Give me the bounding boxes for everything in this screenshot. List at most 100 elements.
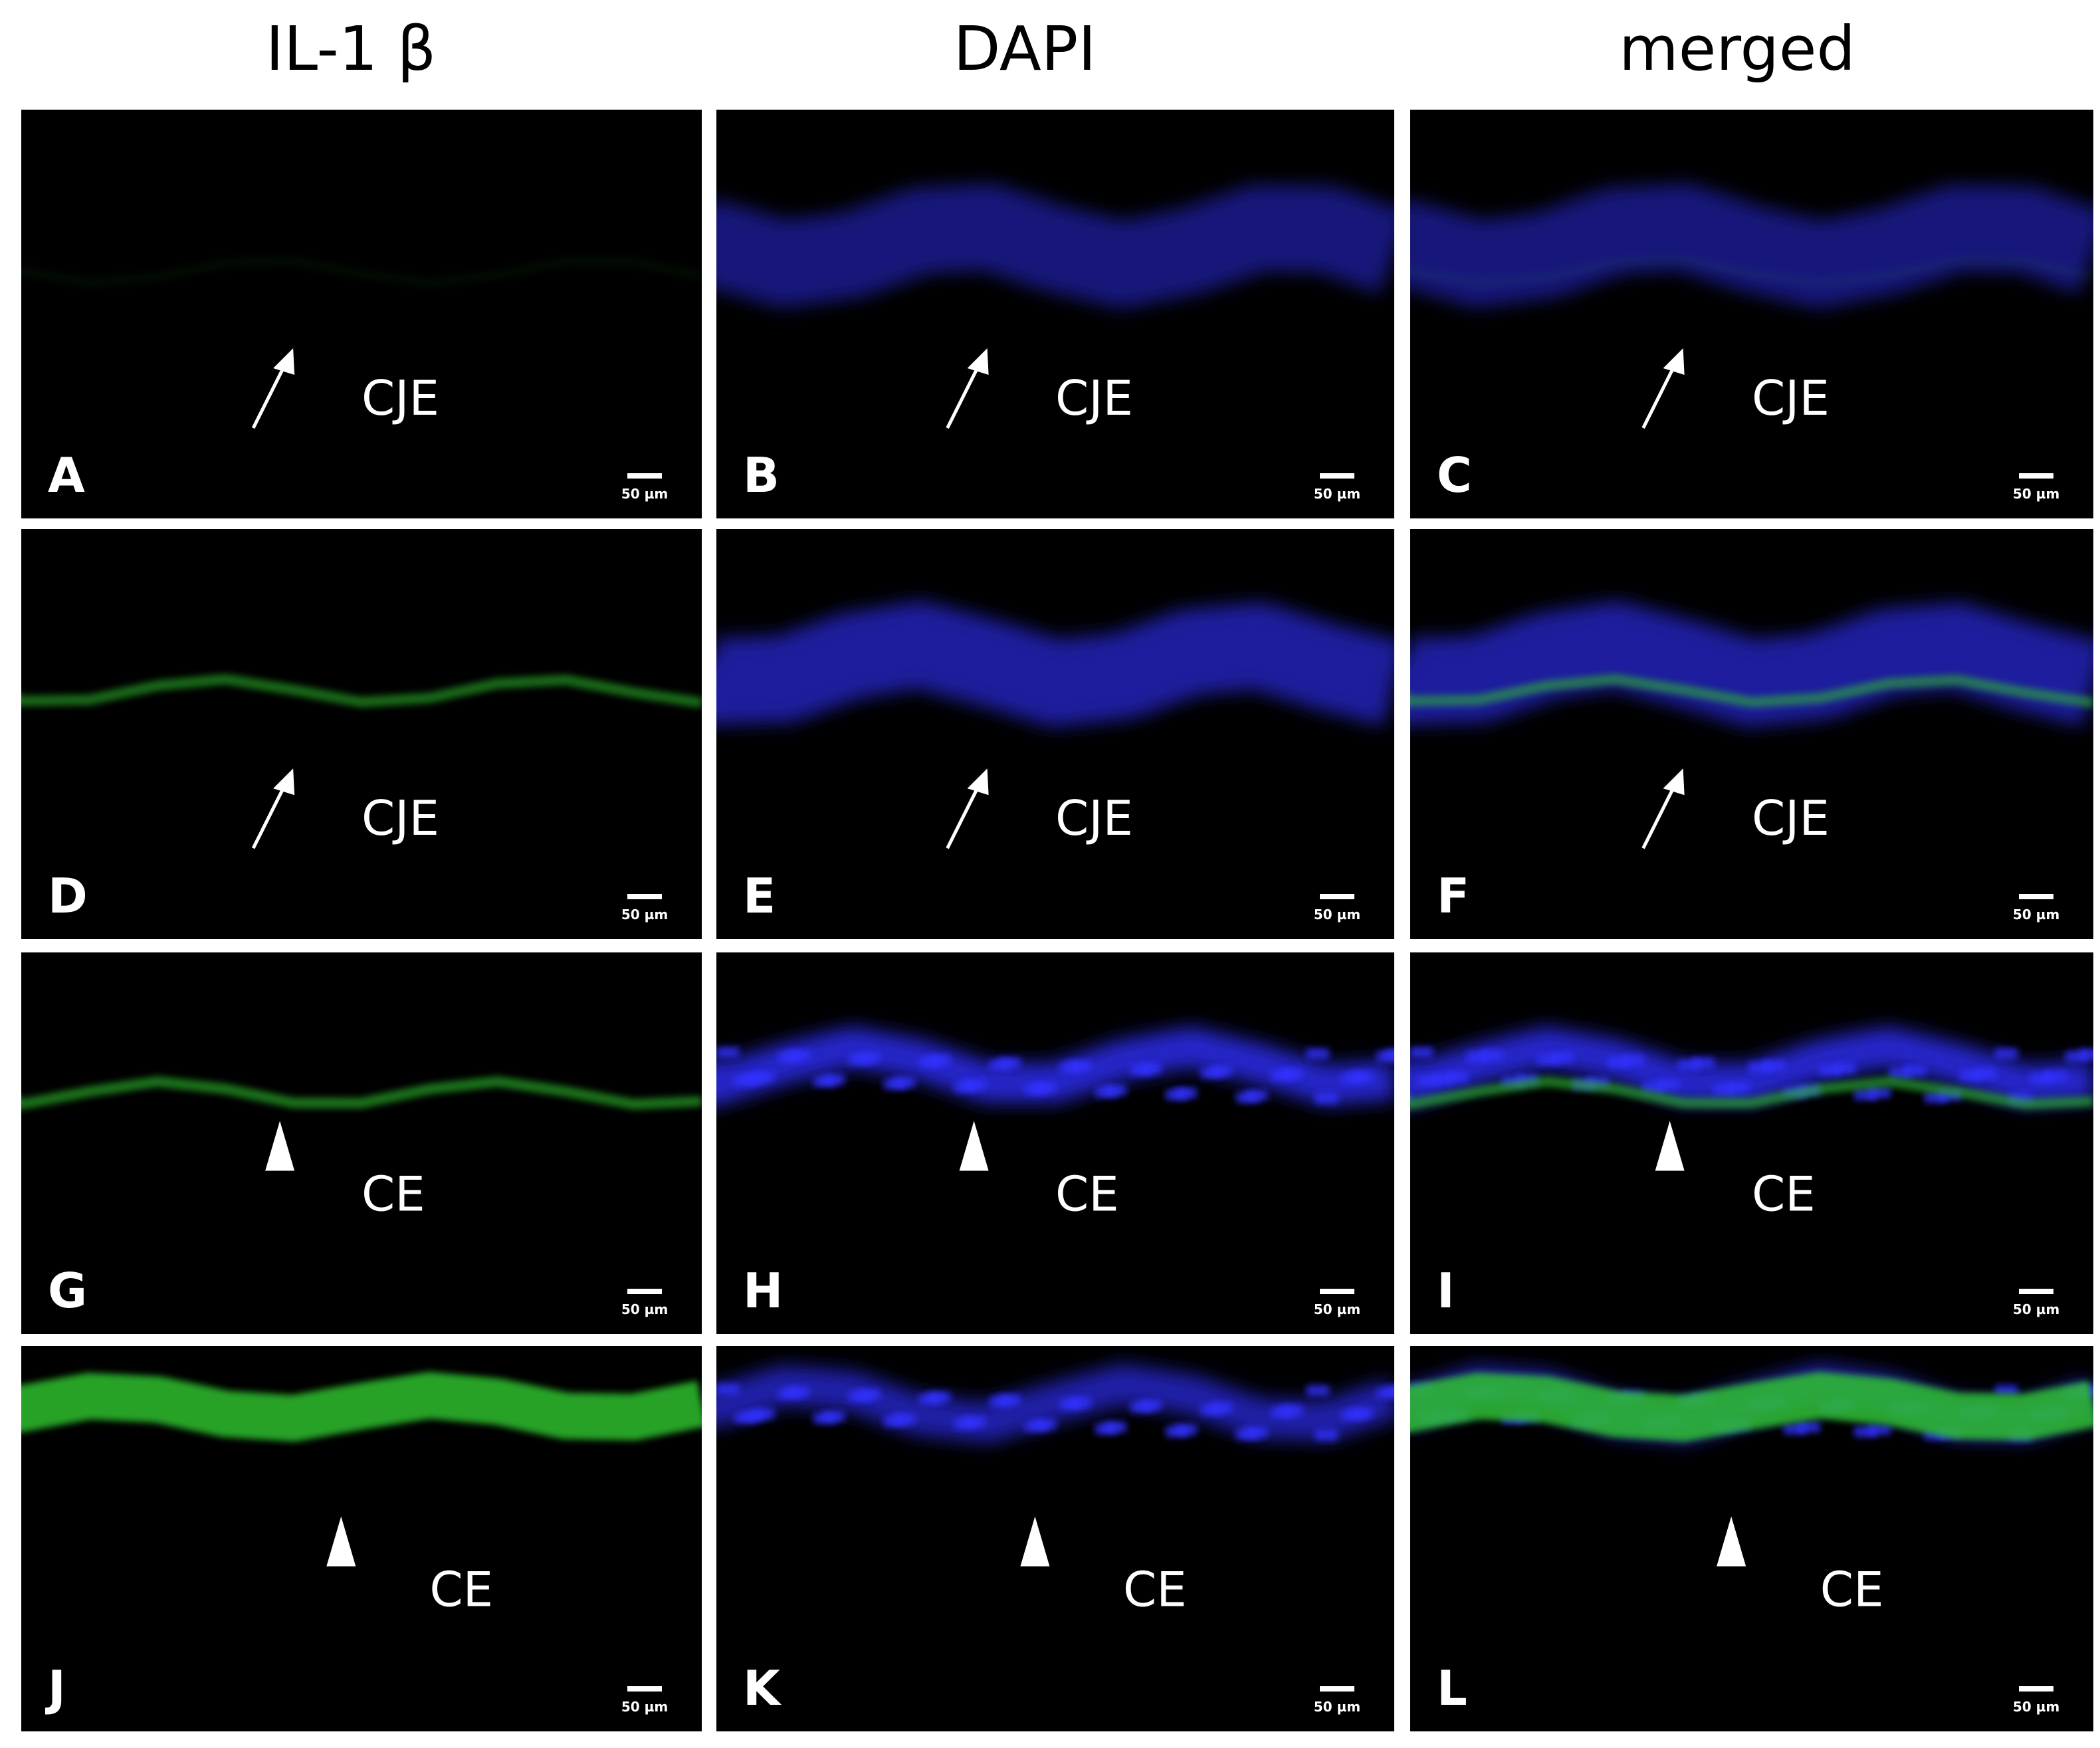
scale-bar-label: 50 µm [1314, 1699, 1360, 1715]
panel: CJE A 50 µm [21, 110, 702, 518]
nucleus [1130, 1065, 1153, 1076]
scale-bar [2019, 473, 2053, 479]
nucleus [2030, 1073, 2053, 1084]
panel: CE G 50 µm [21, 952, 702, 1334]
scale-bar-label: 50 µm [2013, 486, 2059, 502]
panel-letter: A [48, 447, 85, 503]
arrow-shaft [251, 363, 287, 429]
arrow-head [273, 768, 295, 796]
nucleus [1713, 1084, 1736, 1095]
scale-bar-label: 50 µm [1314, 1301, 1360, 1317]
panel-letter: I [1437, 1263, 1455, 1319]
panel: CJE D 50 µm [21, 529, 702, 939]
nucleus [1236, 1092, 1259, 1103]
nucleus [2065, 1051, 2088, 1062]
nucleus [1201, 1067, 1223, 1079]
signal [1410, 600, 2093, 727]
scale-bar-label: 50 µm [2013, 1301, 2059, 1317]
structure-label: CJE [1752, 370, 1830, 426]
signal [716, 183, 1394, 309]
signal [716, 1363, 1394, 1443]
panel-image [1410, 110, 2093, 518]
scale-bar [2019, 1686, 2053, 1692]
nucleus [778, 1051, 801, 1063]
scale-bar [627, 473, 662, 479]
structure-label: CJE [1055, 790, 1133, 846]
green-signal [21, 1372, 702, 1442]
nucleus [813, 1413, 836, 1424]
signal [21, 1372, 702, 1442]
blue-signal [1410, 183, 2093, 309]
panel-image [21, 529, 702, 939]
nucleus [1060, 1062, 1083, 1073]
nucleus [1925, 1092, 1947, 1103]
nucleus [919, 1057, 942, 1068]
nucleus [1643, 1081, 1665, 1093]
scale-bar [627, 1289, 662, 1294]
scale-bar-label: 50 µm [621, 1301, 668, 1317]
nucleus [954, 1081, 977, 1093]
nucleus [884, 1416, 906, 1426]
scale-bar [1320, 1289, 1354, 1294]
nucleus [1315, 1093, 1338, 1104]
scale-bar-label: 50 µm [2013, 1699, 2059, 1715]
nucleus [1467, 1051, 1489, 1063]
panel-image [716, 110, 1394, 518]
nucleus [1095, 1087, 1118, 1098]
structure-label: CJE [362, 790, 439, 846]
nucleus [1748, 1062, 1771, 1073]
blue-signal [716, 600, 1394, 727]
panel-letter: E [743, 868, 776, 924]
nucleus [1819, 1065, 1841, 1076]
nucleus [1410, 1047, 1433, 1058]
signal [21, 255, 702, 288]
green-signal [21, 1076, 702, 1110]
nucleus [1854, 1426, 1877, 1437]
panel: CE K 50 µm [716, 1346, 1394, 1731]
nucleus [716, 1384, 739, 1394]
blue-signal [716, 1026, 1394, 1106]
panel-letter: H [743, 1263, 783, 1319]
panel-letter: D [48, 868, 88, 924]
arrowhead [959, 1121, 989, 1171]
structure-label: CJE [1055, 370, 1133, 426]
panel-letter: J [45, 1660, 66, 1716]
arrow-head [1663, 768, 1685, 796]
blue-signal [716, 183, 1394, 309]
structure-label: CJE [1752, 790, 1830, 846]
arrowhead [1717, 1516, 1746, 1567]
nucleus [1995, 1048, 2018, 1059]
nucleus [813, 1076, 836, 1087]
nucleus [1537, 1054, 1560, 1065]
panel: CE I 50 µm [1410, 952, 2093, 1334]
nucleus [1236, 1429, 1259, 1440]
nucleus [1166, 1426, 1188, 1437]
signal [21, 1076, 702, 1110]
signal [1410, 1363, 2093, 1443]
nucleus [1889, 1067, 1912, 1079]
nucleus [1960, 1070, 1982, 1081]
scale-bar-label: 50 µm [621, 486, 668, 502]
panel: CE L 50 µm [1410, 1346, 2093, 1731]
arrow-head [273, 348, 295, 375]
panel-letter: L [1437, 1660, 1467, 1716]
panel: CJE C 50 µm [1410, 110, 2093, 518]
structure-label: CE [429, 1562, 493, 1618]
arrowhead [1655, 1121, 1685, 1171]
scale-bar-label: 50 µm [1314, 486, 1360, 502]
nucleus [1095, 1424, 1118, 1434]
panel-letter: F [1437, 868, 1469, 924]
nucleus [1271, 1070, 1294, 1081]
green-signal [1410, 1372, 2093, 1442]
column-header: merged [1619, 13, 1855, 84]
nucleus [1377, 1051, 1394, 1062]
structure-label: CE [362, 1166, 425, 1222]
panel-letter: K [743, 1660, 782, 1716]
signal [716, 1026, 1394, 1106]
green-signal [1410, 255, 2093, 288]
scale-bar [1320, 1686, 1354, 1692]
scale-bar [1320, 894, 1354, 899]
panel-letter: B [743, 447, 780, 503]
nucleus [1060, 1399, 1083, 1410]
